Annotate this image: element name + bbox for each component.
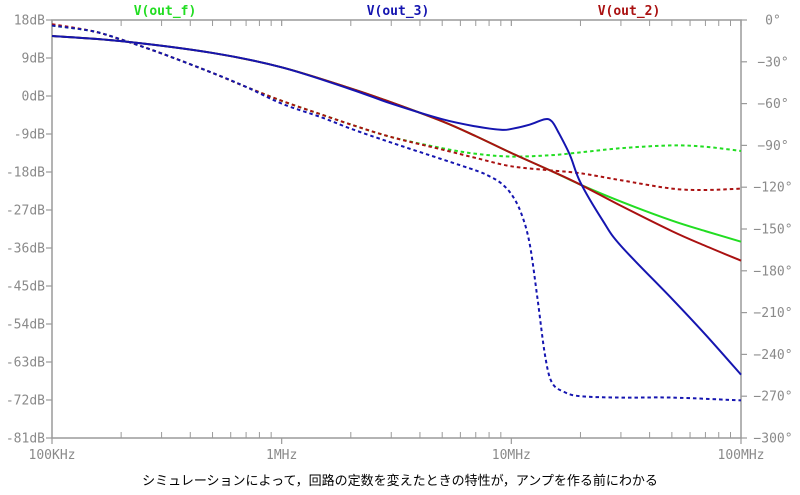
- magnitude-curve-v-out-2: [51, 35, 742, 262]
- figure-caption: シミュレーションによって，回路の定数を変えたときの特性が，アンプを作る前にわかる: [142, 474, 658, 489]
- legend-entry: V(out_f): [134, 4, 197, 19]
- legend: V(out_f) V(out_3) V(out_2): [134, 4, 661, 19]
- y-right-tick-label: −120°: [753, 181, 792, 196]
- y-left-tick-label: -81dB: [6, 432, 45, 447]
- y-right-tick-label: 0°: [765, 14, 781, 29]
- x-tick-label: 100KHz: [29, 448, 76, 463]
- phase-curve-v-out-2: [51, 23, 742, 192]
- y-left-tick-label: -27dB: [6, 204, 45, 219]
- x-axis: 100KHz 1MHz 10MHz 100MHz: [29, 20, 765, 463]
- y-right-tick-label: −270°: [753, 390, 792, 405]
- right-axis: 0° −30° −60° −90° −120° −150° −180° −210° −240° −…: [741, 14, 793, 447]
- y-right-tick-label: −180°: [753, 264, 792, 279]
- left-axis: 18dB 9dB 0dB -9dB -18dB -27dB -36dB -45dB -54dB -…: [6, 14, 52, 447]
- legend-entry: V(out_2): [598, 4, 661, 19]
- legend-entry: V(out_3): [367, 4, 430, 19]
- magnitude-curve-v-out-3: [51, 35, 742, 376]
- y-right-tick-label: −30°: [757, 55, 788, 70]
- plot-frame: [51, 19, 742, 439]
- y-left-tick-label: -9dB: [14, 128, 45, 143]
- y-left-tick-label: 9dB: [22, 52, 46, 67]
- y-left-tick-label: 18dB: [14, 14, 45, 29]
- y-left-tick-label: -63dB: [6, 356, 45, 371]
- y-right-tick-label: −60°: [757, 97, 788, 112]
- y-right-tick-label: −240°: [753, 348, 792, 363]
- curves: [51, 23, 742, 402]
- x-tick-label: 1MHz: [266, 448, 297, 463]
- y-left-tick-label: -72dB: [6, 394, 45, 409]
- y-left-tick-label: 0dB: [22, 90, 46, 105]
- y-right-tick-label: −90°: [757, 139, 788, 154]
- y-left-tick-label: -54dB: [6, 318, 45, 333]
- y-left-tick-label: -18dB: [6, 166, 45, 181]
- bode-plot: 18dB 9dB 0dB -9dB -18dB -27dB -36dB -45dB -54dB -…: [6, 4, 793, 463]
- y-left-tick-label: -36dB: [6, 242, 45, 257]
- y-right-tick-label: −210°: [753, 306, 792, 321]
- phase-curve-v-out-3: [51, 24, 742, 402]
- y-right-tick-label: −300°: [753, 432, 792, 447]
- y-left-tick-label: -45dB: [6, 280, 45, 295]
- x-tick-label: 10MHz: [492, 448, 531, 463]
- x-tick-label: 100MHz: [718, 448, 765, 463]
- y-right-tick-label: −150°: [753, 223, 792, 238]
